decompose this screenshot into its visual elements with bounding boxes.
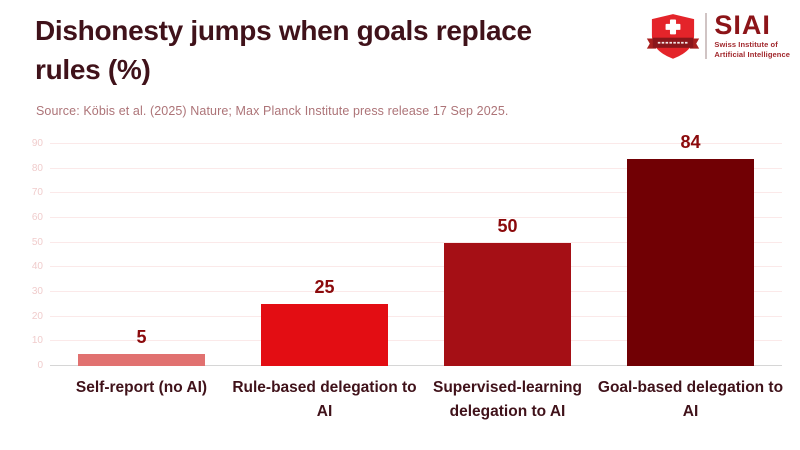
gridline-20 [50,315,782,317]
gridline-80 [50,167,782,169]
category-label-1: Rule-based delegation to AI [232,379,417,420]
bar-value-label-2: 50 [497,215,518,236]
y-tick-label-0: 0 [37,360,43,371]
y-tick-label-70: 70 [31,187,43,199]
y-tick-label-90: 90 [31,138,43,149]
category-label-3: Goal-based delegation to AI [597,379,784,420]
bar-2 [444,242,571,366]
y-tick-label-30: 30 [31,286,43,298]
y-tick-label-60: 60 [31,212,43,224]
source-note: Source: Köbis et al. (2025) Nature; Max … [36,104,509,118]
logo-subtitle-line1: Swiss Institute of [714,39,778,49]
logo-wordmark: SIAI [714,10,771,41]
y-tick-label-20: 20 [31,310,43,322]
y-tick-label-10: 10 [31,335,43,347]
logo-divider [705,13,708,59]
gridline-30 [50,291,782,293]
gridline-0 [50,365,782,366]
bar-value-label-0: 5 [136,326,147,347]
bar-value-label-3: 84 [680,131,701,152]
gridline-60 [50,217,782,219]
bar-3 [627,158,754,366]
logo-text: SIAI Swiss Institute of Artificial Intel… [714,12,790,60]
gridline-70 [50,192,782,194]
y-tick-label-80: 80 [31,162,43,174]
logo-subtitle-line2: Artificial Intelligence [714,49,790,59]
bar-value-label-1: 25 [314,277,335,298]
x-axis-labels: Self-report (no AI) Rule-based delegation… [50,376,784,436]
page-title: Dishonesty jumps when goals replace rule… [35,15,532,85]
bar-1 [261,304,388,366]
category-label-2: Supervised-learning delegation to AI [432,379,582,420]
y-tick-label-50: 50 [31,236,43,248]
bar-0 [78,353,205,366]
category-label-0: Self-report (no AI) [75,379,208,396]
gridline-40 [50,266,782,268]
swiss-shield-icon [646,12,700,60]
gridline-50 [50,241,782,243]
y-tick-label-40: 40 [31,261,43,273]
plot-area: 0 10 20 30 40 50 60 70 80 90 5 25 50 84 [32,133,782,371]
gridline-10 [50,340,782,342]
siai-logo: SIAI Swiss Institute of Artificial Intel… [646,12,790,60]
gridline-90 [50,143,782,144]
